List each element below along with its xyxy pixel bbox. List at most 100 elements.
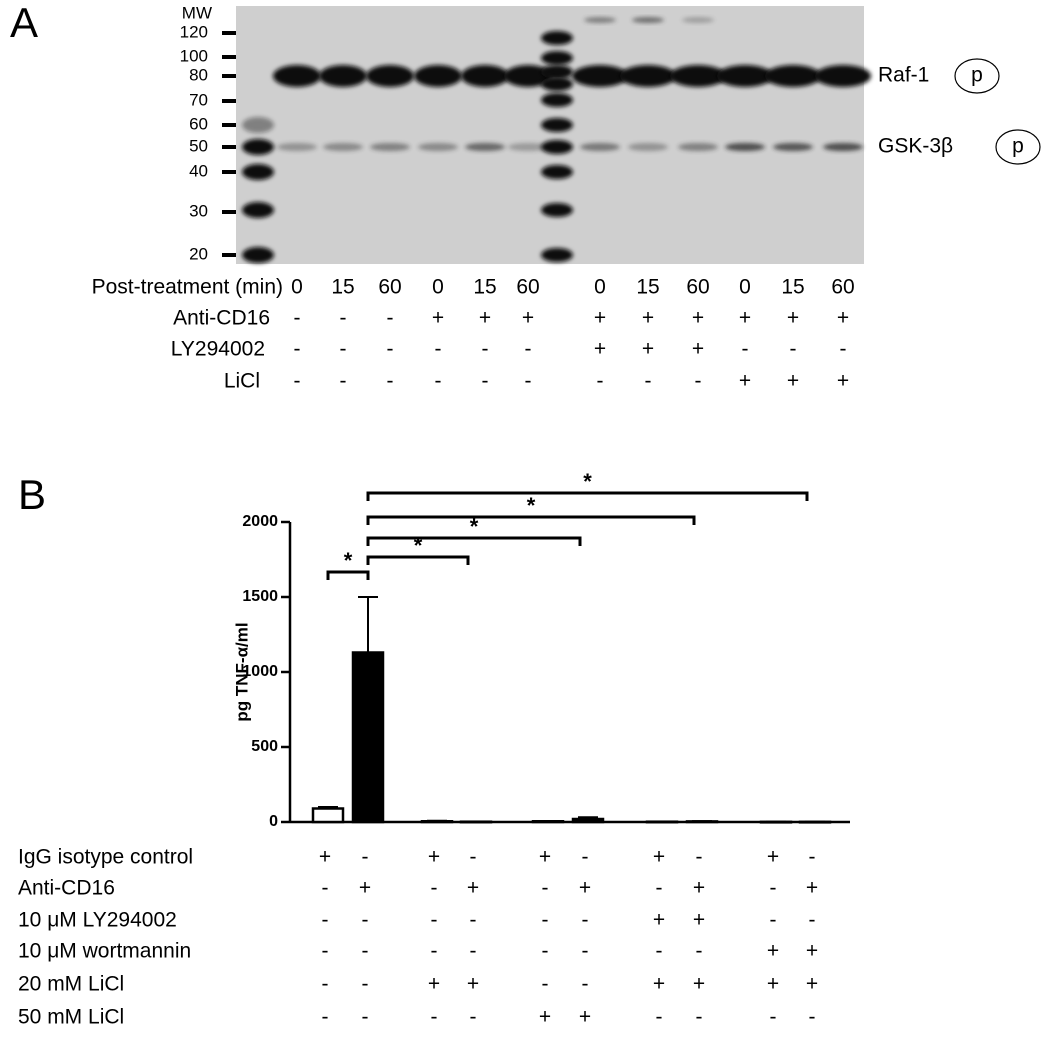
phospho-label: p — [971, 64, 983, 87]
condition-label: 50 mM LiCl — [18, 1006, 124, 1029]
condition-value: 60 — [831, 276, 854, 299]
ladder-band — [541, 77, 573, 91]
condition-value: - — [656, 877, 663, 900]
condition-value: - — [656, 1006, 663, 1029]
significance-star: * — [414, 533, 423, 558]
faint-band — [682, 17, 714, 23]
condition-value: - — [809, 909, 816, 932]
condition-value: 60 — [516, 276, 539, 299]
y-tick-label: 0 — [269, 813, 278, 830]
condition-value: - — [470, 940, 477, 963]
condition-value: + — [579, 1006, 591, 1029]
ladder-band — [541, 93, 573, 107]
blot — [236, 6, 864, 264]
y-tick-label: 1500 — [242, 588, 278, 605]
condition-value: + — [806, 973, 818, 996]
raf1-band — [461, 65, 509, 87]
mw-label: 60 — [189, 114, 208, 133]
condition-value: - — [470, 846, 477, 869]
condition-value: + — [653, 846, 665, 869]
significance-star: * — [344, 548, 353, 573]
condition-value: + — [739, 307, 751, 330]
condition-value: - — [294, 370, 301, 393]
condition-value: + — [739, 370, 751, 393]
condition-value: - — [322, 973, 329, 996]
mw-header: MW — [182, 3, 212, 22]
mw-label: 70 — [189, 90, 208, 109]
condition-value: - — [294, 338, 301, 361]
condition-value: - — [742, 338, 749, 361]
condition-value: + — [653, 909, 665, 932]
ladder-band — [541, 140, 573, 154]
mw-label: 120 — [180, 22, 208, 41]
phospho-circle — [954, 58, 1000, 94]
condition-value: - — [790, 338, 797, 361]
condition-value: - — [482, 370, 489, 393]
faint-band — [632, 17, 664, 23]
condition-value: - — [387, 338, 394, 361]
mw-label: 20 — [189, 244, 208, 263]
mw-label: 30 — [189, 201, 208, 220]
raf1-band — [765, 65, 821, 87]
condition-value: - — [431, 909, 438, 932]
condition-value: - — [542, 940, 549, 963]
band-label: GSK-3β — [878, 135, 953, 158]
raf1-band — [815, 65, 871, 87]
condition-value: - — [809, 1006, 816, 1029]
condition-value: + — [767, 973, 779, 996]
condition-value: - — [362, 940, 369, 963]
condition-value: - — [542, 877, 549, 900]
condition-value: 60 — [686, 276, 709, 299]
significance-bracket — [366, 555, 470, 565]
condition-value: 15 — [331, 276, 354, 299]
condition-value: - — [362, 909, 369, 932]
condition-value: + — [653, 973, 665, 996]
ladder-band — [541, 203, 573, 217]
ladder-band — [242, 117, 274, 133]
condition-value: - — [696, 1006, 703, 1029]
ladder-band — [541, 165, 573, 179]
mw-label: 100 — [180, 46, 208, 65]
condition-value: - — [435, 338, 442, 361]
raf1-band — [717, 65, 773, 87]
condition-value: - — [431, 940, 438, 963]
condition-value: - — [435, 370, 442, 393]
condition-value: + — [806, 940, 818, 963]
error-bar — [318, 806, 338, 809]
condition-value: 0 — [739, 276, 751, 299]
condition-value: - — [656, 940, 663, 963]
gsk3b-band — [773, 143, 813, 151]
condition-value: + — [767, 940, 779, 963]
raf1-band — [670, 65, 726, 87]
condition-value: - — [294, 307, 301, 330]
gsk3b-band — [580, 143, 620, 151]
condition-value: + — [642, 307, 654, 330]
ladder-band — [541, 51, 573, 65]
condition-value: - — [525, 338, 532, 361]
phospho-label: p — [1012, 135, 1024, 158]
condition-value: - — [696, 846, 703, 869]
bar — [351, 651, 385, 824]
condition-value: - — [470, 1006, 477, 1029]
condition-value: - — [431, 1006, 438, 1029]
condition-value: 0 — [594, 276, 606, 299]
gsk3b-band — [508, 143, 548, 151]
condition-value: + — [787, 370, 799, 393]
condition-label: Post-treatment (min) — [92, 276, 283, 299]
condition-value: - — [582, 846, 589, 869]
ladder-band — [242, 164, 274, 180]
mw-label: 80 — [189, 65, 208, 84]
condition-value: + — [692, 338, 704, 361]
condition-value: 0 — [291, 276, 303, 299]
condition-value: + — [539, 846, 551, 869]
condition-value: 15 — [781, 276, 804, 299]
significance-star: * — [583, 469, 592, 494]
condition-value: - — [340, 307, 347, 330]
condition-value: - — [387, 370, 394, 393]
condition-value: - — [362, 846, 369, 869]
condition-value: - — [322, 909, 329, 932]
condition-value: - — [770, 877, 777, 900]
gsk3b-band — [323, 143, 363, 151]
condition-value: + — [594, 307, 606, 330]
y-tick-label: 500 — [251, 738, 278, 755]
